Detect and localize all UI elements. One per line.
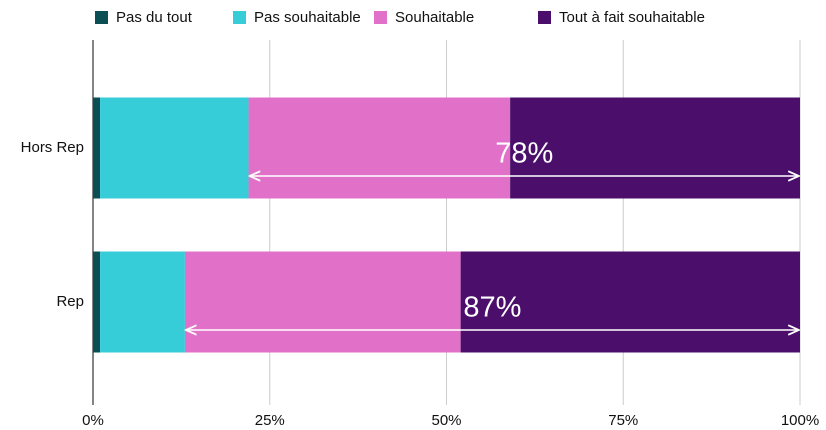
annotation-label: 78% (495, 138, 553, 170)
x-tick-label: 0% (82, 412, 104, 429)
legend-swatch (538, 11, 551, 24)
x-tick-label: 50% (431, 412, 461, 429)
x-tick-label: 100% (781, 412, 819, 429)
bar-segment (93, 251, 101, 353)
x-tick-label: 75% (608, 412, 638, 429)
y-tick-label: Rep (56, 293, 84, 310)
bar-segment (510, 97, 800, 199)
legend-label: Tout à fait souhaitable (559, 9, 705, 26)
annotation-label: 87% (463, 292, 521, 324)
legend-label: Pas souhaitable (254, 9, 361, 26)
x-tick-label: 25% (255, 412, 285, 429)
legend-swatch (374, 11, 387, 24)
bar-segment (248, 97, 511, 199)
bar-segment (100, 97, 249, 199)
legend-label: Pas du tout (116, 9, 193, 26)
legend-swatch (95, 11, 108, 24)
bar-segment (460, 251, 800, 353)
legend-label: Souhaitable (395, 9, 474, 26)
y-tick-label: Hors Rep (21, 139, 84, 156)
legend-swatch (233, 11, 246, 24)
bar-segment (100, 251, 185, 353)
bar-segment (184, 251, 461, 353)
bar-segment (93, 97, 101, 199)
